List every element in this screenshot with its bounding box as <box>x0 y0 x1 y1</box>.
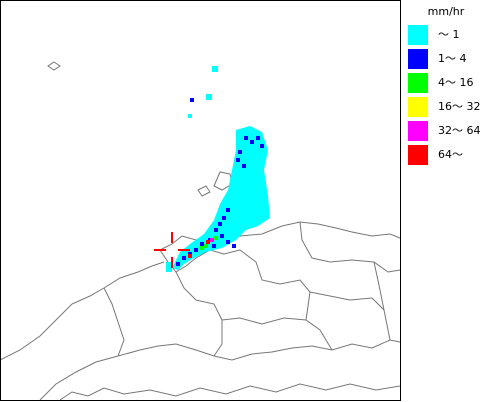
legend-label: 1～ 4 <box>438 52 467 65</box>
crosshair <box>154 232 190 268</box>
echo-cell <box>256 136 260 140</box>
echo-cell <box>220 234 224 238</box>
echo-cell <box>222 216 226 220</box>
echo-area <box>188 114 192 118</box>
echo-cell <box>182 256 186 260</box>
legend-label: 16～ 32 <box>438 100 481 113</box>
legend-swatch <box>408 25 428 45</box>
echo-cell <box>250 140 254 144</box>
echo-cell <box>260 144 264 148</box>
echo-cell <box>236 158 240 162</box>
legend-swatch <box>408 97 428 117</box>
echo-cell <box>204 244 208 248</box>
legend: mm/hr ～ 1 1～ 4 4～ 16 16～ 32 32～ 64 64～ <box>408 5 481 165</box>
legend-swatch <box>408 145 428 165</box>
echo-cell <box>194 248 198 252</box>
legend-label: 64～ <box>438 148 463 161</box>
legend-label: ～ 1 <box>438 28 460 41</box>
legend-label: 4～ 16 <box>438 76 474 89</box>
map-area <box>0 0 401 401</box>
echo-area <box>166 262 172 272</box>
echo-cell <box>212 244 216 248</box>
echo-cell <box>200 246 204 250</box>
echo-cell <box>226 240 230 244</box>
legend-unit: mm/hr <box>428 5 465 18</box>
echo-cell <box>238 150 242 154</box>
legend-swatch <box>408 49 428 69</box>
echo-cell <box>200 242 204 246</box>
echo-cell <box>210 238 214 242</box>
map <box>0 0 401 401</box>
radar-echoes <box>166 66 270 272</box>
echo-cell <box>190 98 194 102</box>
coastlines <box>0 61 401 401</box>
echo-cell <box>244 136 248 140</box>
echo-cell <box>218 222 222 226</box>
echo-cell <box>226 208 230 212</box>
echo-cell <box>206 240 210 244</box>
echo-cell <box>214 236 218 240</box>
echo-area <box>212 66 218 72</box>
echo-cell <box>188 254 192 258</box>
echo-cell <box>176 262 180 266</box>
legend-swatch <box>408 121 428 141</box>
echo-cell <box>232 244 236 248</box>
echo-cell <box>214 228 218 232</box>
map-border <box>0 0 401 401</box>
echo-area <box>172 126 270 270</box>
legend-label: 32～ 64 <box>438 124 481 137</box>
legend-swatch <box>408 73 428 93</box>
echo-cell <box>242 164 246 168</box>
echo-area <box>206 94 212 100</box>
